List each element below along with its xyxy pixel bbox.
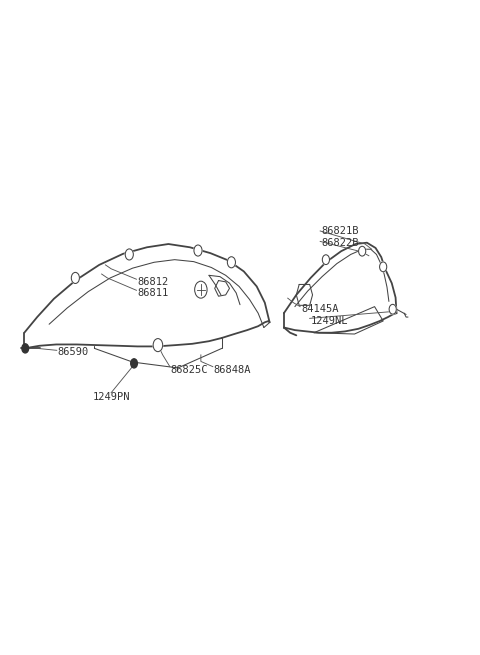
Circle shape — [359, 246, 366, 256]
Circle shape — [194, 245, 202, 256]
Circle shape — [380, 262, 387, 272]
Circle shape — [153, 339, 163, 352]
Circle shape — [131, 359, 137, 368]
Text: 86590: 86590 — [58, 347, 89, 357]
Text: 1249NL: 1249NL — [311, 316, 348, 326]
Text: 1249PN: 1249PN — [92, 392, 130, 402]
Circle shape — [389, 305, 396, 314]
Text: 86821B: 86821B — [321, 226, 359, 236]
Text: 84145A: 84145A — [301, 304, 338, 314]
Text: 86825C: 86825C — [171, 365, 208, 375]
Circle shape — [125, 249, 133, 260]
Text: 86848A: 86848A — [214, 365, 251, 375]
Circle shape — [22, 344, 29, 353]
Circle shape — [323, 255, 329, 265]
Circle shape — [72, 272, 79, 284]
Text: 86812: 86812 — [137, 277, 168, 287]
Circle shape — [228, 257, 236, 268]
Text: 86811: 86811 — [137, 288, 168, 298]
Text: 86822B: 86822B — [321, 238, 359, 248]
Circle shape — [195, 281, 207, 298]
